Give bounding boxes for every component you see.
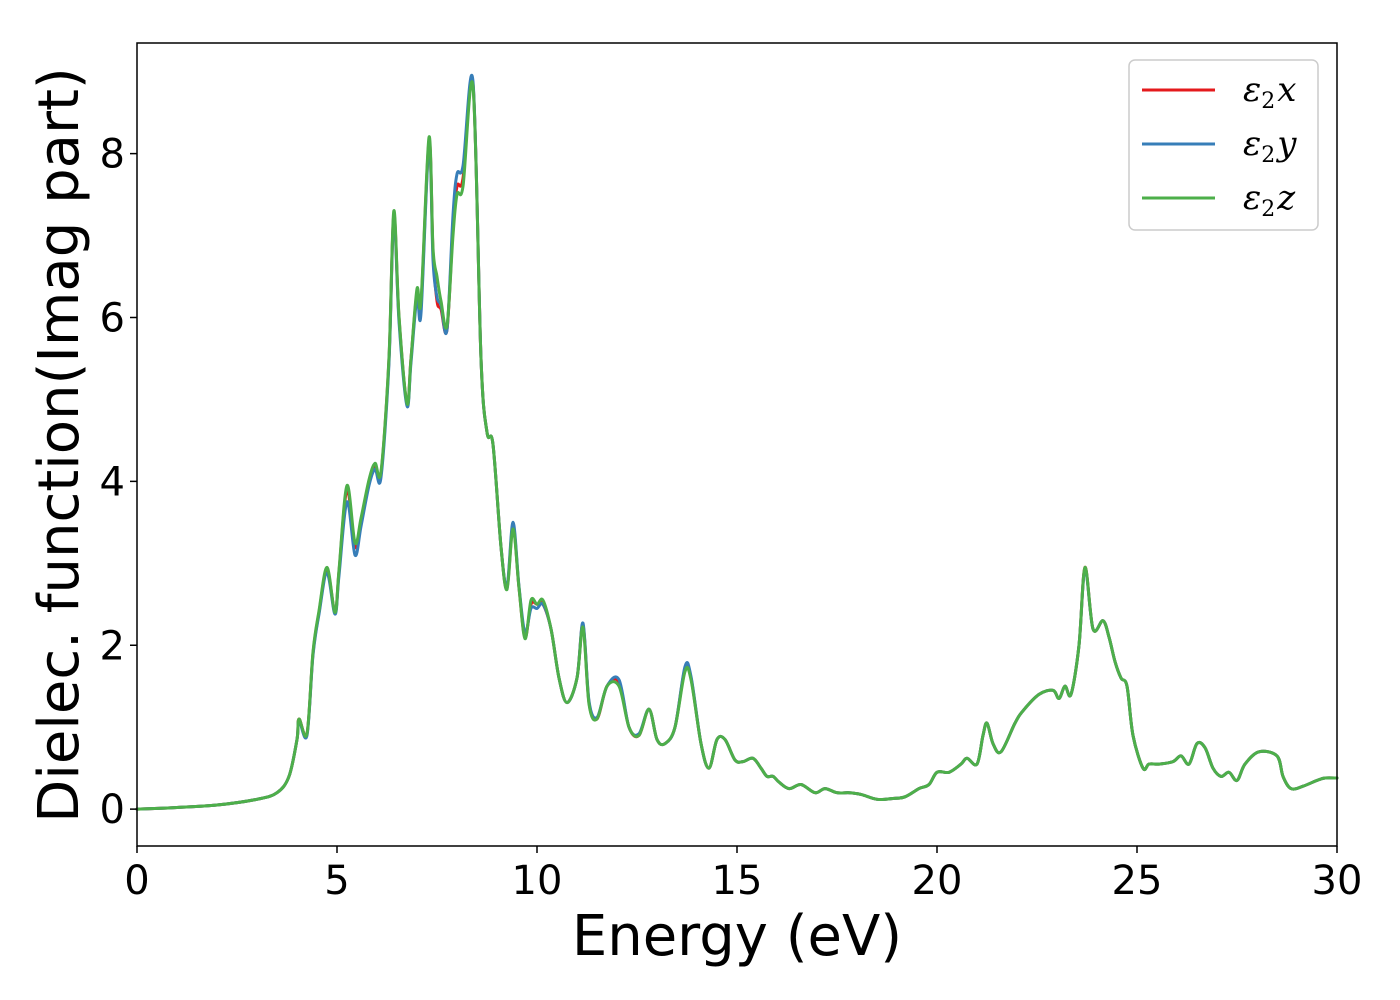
x-tick-label: 20 bbox=[912, 858, 963, 904]
y-tick-label: 8 bbox=[100, 132, 125, 178]
legend-box bbox=[1128, 59, 1319, 231]
y-tick-label: 4 bbox=[100, 459, 125, 505]
x-tick-label: 10 bbox=[512, 858, 563, 904]
ticks-layer: 0 5 10 15 20 25 30 0 2 4 6 8 bbox=[100, 132, 1363, 904]
y-tick-label: 6 bbox=[100, 295, 125, 341]
x-axis-title: Energy (eV) bbox=[572, 904, 902, 969]
legend-label-x: ε2x bbox=[1243, 70, 1296, 114]
x-tick-label: 0 bbox=[124, 858, 149, 904]
x-tick-label: 15 bbox=[712, 858, 763, 904]
x-tick-label: 5 bbox=[324, 858, 349, 904]
legend-label-y: ε2y bbox=[1243, 124, 1297, 168]
y-axis-title: Dielec. function(Imag part) bbox=[27, 67, 92, 823]
x-tick-label: 30 bbox=[1312, 858, 1363, 904]
x-tick-label: 25 bbox=[1112, 858, 1163, 904]
series-line-z bbox=[135, 80, 1339, 811]
y-tick-label: 2 bbox=[100, 623, 125, 669]
legend-label-z: ε2z bbox=[1243, 178, 1296, 222]
legend: ε2x ε2y ε2z bbox=[1128, 59, 1319, 231]
y-tick-label: 0 bbox=[100, 787, 125, 833]
series-layer bbox=[135, 73, 1339, 811]
